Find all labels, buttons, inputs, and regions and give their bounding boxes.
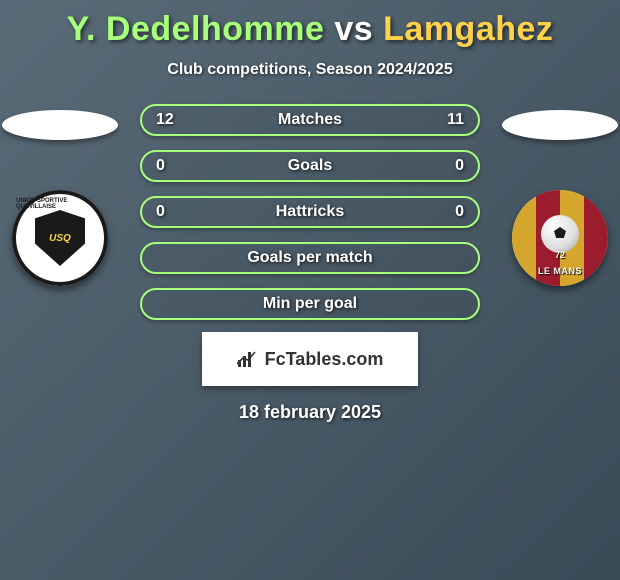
stat-label: Goals per match bbox=[176, 249, 444, 267]
stat-row: 0Goals0 bbox=[140, 150, 480, 182]
player-right-name: Lamgahez bbox=[383, 10, 553, 48]
stat-right-value: 0 bbox=[444, 203, 464, 221]
player-right-photo-placeholder bbox=[502, 110, 618, 140]
stat-row: 12Matches11 bbox=[140, 104, 480, 136]
stat-right-value: 11 bbox=[444, 111, 464, 129]
stat-left-value: 12 bbox=[156, 111, 176, 129]
vs-separator: vs bbox=[334, 10, 373, 48]
club-badge-right-label: LE MANS bbox=[538, 266, 582, 276]
club-badge-left-inner: UNION SPORTIVE QUEVILLAISE USQ bbox=[12, 190, 108, 286]
shield-icon: USQ bbox=[35, 210, 85, 266]
soccer-ball-icon bbox=[541, 215, 579, 253]
stat-label: Hattricks bbox=[176, 203, 444, 221]
fctables-logo-label: FcTables.com bbox=[265, 349, 384, 370]
stat-label: Matches bbox=[176, 111, 444, 129]
bar-chart-icon bbox=[237, 350, 259, 368]
main-row: UNION SPORTIVE QUEVILLAISE USQ 12Matches… bbox=[0, 104, 620, 320]
stat-right-value: 0 bbox=[444, 157, 464, 175]
player-left-name: Y. Dedelhomme bbox=[67, 10, 325, 48]
right-column: 72 LE MANS bbox=[500, 104, 620, 286]
stat-left-value: 0 bbox=[156, 157, 176, 175]
stat-label: Min per goal bbox=[176, 295, 444, 313]
club-badge-left: UNION SPORTIVE QUEVILLAISE USQ bbox=[12, 190, 108, 286]
stat-row: 0Hattricks0 bbox=[140, 196, 480, 228]
club-badge-left-text: USQ bbox=[49, 233, 71, 244]
club-badge-left-ring: UNION SPORTIVE QUEVILLAISE bbox=[16, 198, 104, 210]
player-left-photo-placeholder bbox=[2, 110, 118, 140]
comparison-card: Y. Dedelhomme vs Lamgahez Club competiti… bbox=[0, 0, 620, 433]
date: 18 february 2025 bbox=[239, 402, 381, 423]
stat-label: Goals bbox=[176, 157, 444, 175]
page-title: Y. Dedelhomme vs Lamgahez bbox=[67, 10, 554, 49]
stat-row: Min per goal bbox=[140, 288, 480, 320]
fctables-logo[interactable]: FcTables.com bbox=[202, 332, 418, 386]
left-column: UNION SPORTIVE QUEVILLAISE USQ bbox=[0, 104, 120, 286]
club-badge-right: 72 LE MANS bbox=[512, 190, 608, 286]
stats-column: 12Matches110Goals00Hattricks0Goals per m… bbox=[130, 104, 490, 320]
club-badge-right-inner: 72 LE MANS bbox=[512, 190, 608, 286]
stat-left-value: 0 bbox=[156, 203, 176, 221]
club-badge-right-number: 72 bbox=[555, 250, 565, 260]
fctables-logo-text: FcTables.com bbox=[237, 349, 384, 370]
subtitle: Club competitions, Season 2024/2025 bbox=[167, 61, 452, 79]
stat-row: Goals per match bbox=[140, 242, 480, 274]
